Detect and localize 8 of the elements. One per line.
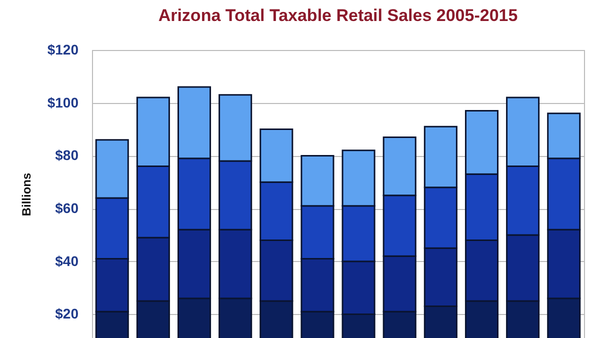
y-axis-title: Billions (19, 172, 34, 216)
y-tick-label: $120 (47, 42, 79, 58)
y-tick-label: $60 (55, 200, 79, 216)
y-tick-label: $20 (55, 306, 79, 322)
y-tick-label: $40 (55, 252, 79, 269)
y-tick-label: $80 (55, 147, 79, 164)
y-tick-label: $100 (47, 94, 79, 110)
chart-title: Arizona Total Taxable Retail Sales 2005-2015 (158, 6, 518, 25)
